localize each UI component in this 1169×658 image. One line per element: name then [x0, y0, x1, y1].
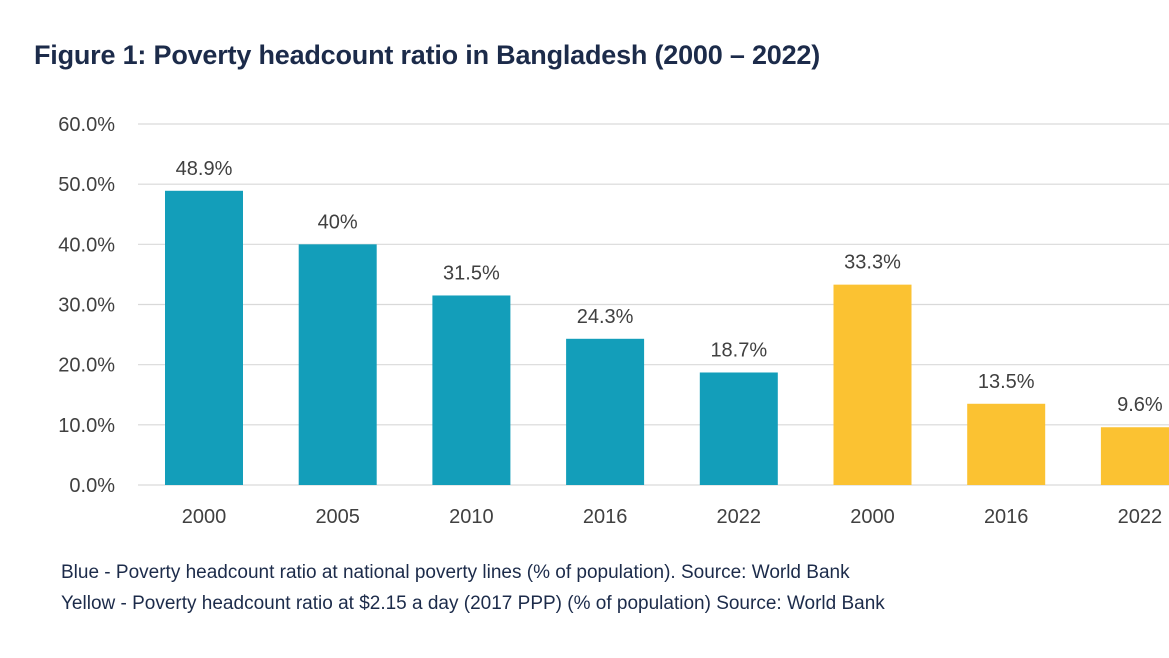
x-tick-label: 2005 — [315, 506, 360, 528]
x-tick-label: 2000 — [182, 506, 227, 528]
chart-title: Figure 1: Poverty headcount ratio in Ban… — [34, 40, 821, 70]
bar — [566, 338, 645, 485]
y-tick-label: 30.0% — [58, 295, 115, 317]
bar — [967, 403, 1046, 485]
x-tick-label: 2022 — [717, 506, 762, 528]
x-tick-label: 2016 — [583, 506, 628, 528]
x-tick-label: 2016 — [984, 506, 1029, 528]
data-label: 18.7% — [710, 339, 767, 361]
data-label: 13.5% — [978, 371, 1035, 393]
y-tick-label: 0.0% — [69, 475, 115, 497]
data-label: 9.6% — [1117, 394, 1163, 416]
bar-chart: 0.0% 10.0% 20.0% 30.0% 40.0% 50.0% 60.0% 48.9%… — [58, 114, 1169, 528]
data-labels: 48.9% 40% 31.5% 24.3% 18.7% 33.3% 13.5% 9.6% — [176, 158, 1163, 416]
data-label: 48.9% — [176, 158, 233, 180]
chart-footnotes: Blue - Poverty headcount ratio at nation… — [61, 557, 885, 619]
x-axis-tick-labels: 2000 2005 2010 2016 2022 2000 2016 2022 — [182, 506, 1162, 528]
y-tick-label: 40.0% — [58, 234, 115, 256]
x-tick-label: 2022 — [1118, 506, 1163, 528]
footnote-blue-series: Blue - Poverty headcount ratio at nation… — [61, 562, 850, 583]
data-label: 33.3% — [844, 252, 901, 274]
bars — [165, 190, 1169, 485]
x-tick-label: 2010 — [449, 506, 494, 528]
y-tick-label: 10.0% — [58, 415, 115, 437]
x-tick-label: 2000 — [850, 506, 895, 528]
bar — [833, 284, 912, 485]
data-label: 31.5% — [443, 262, 500, 284]
data-label: 40% — [318, 211, 358, 233]
bar — [432, 295, 511, 485]
y-tick-label: 60.0% — [58, 114, 115, 136]
data-label: 24.3% — [577, 306, 634, 328]
bar — [699, 372, 778, 485]
bar — [165, 190, 243, 485]
y-tick-label: 20.0% — [58, 355, 115, 377]
bar — [298, 244, 377, 485]
footnote-yellow-series: Yellow - Poverty headcount ratio at $2.1… — [61, 593, 885, 614]
y-axis-tick-labels: 0.0% 10.0% 20.0% 30.0% 40.0% 50.0% 60.0% — [58, 114, 115, 497]
y-tick-label: 50.0% — [58, 174, 115, 196]
bar — [1100, 427, 1169, 485]
